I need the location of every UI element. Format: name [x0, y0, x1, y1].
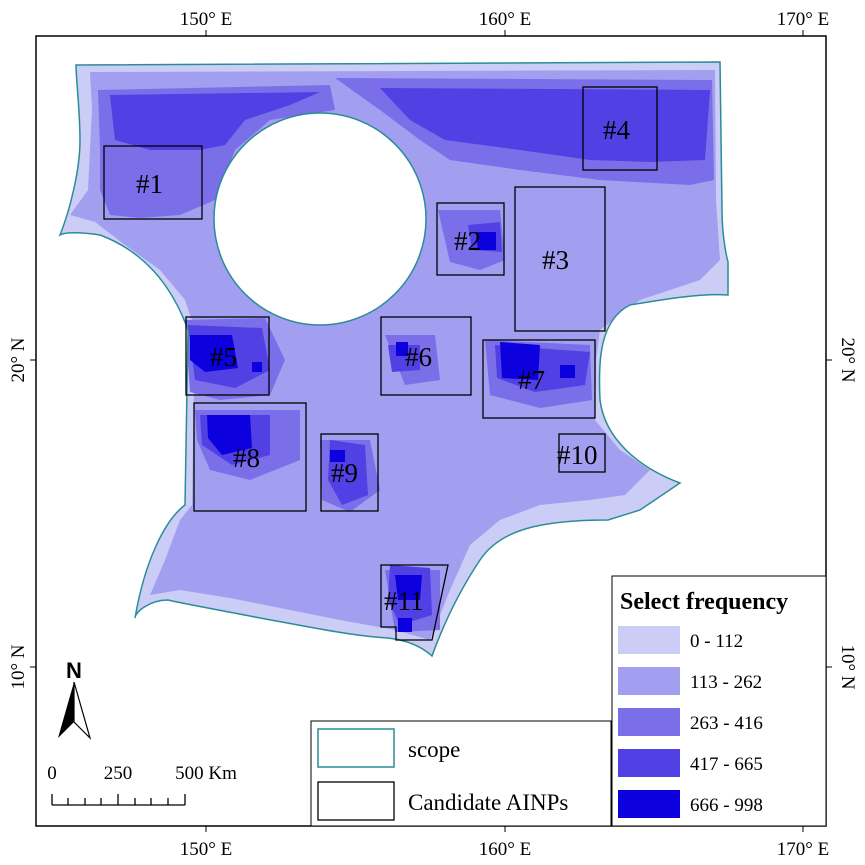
candidate-label-3: #3 [542, 245, 569, 275]
left-label-20n: 20° N [8, 337, 29, 382]
scope-outline [58, 61, 729, 658]
scale-label-250: 250 [104, 763, 133, 784]
legend-swatch-3 [618, 749, 680, 777]
frequency-legend-title: Select frequency [620, 589, 788, 615]
bottom-label-150e: 150° E [180, 839, 232, 860]
frequency-legend: Select frequency 0 - 112 113 - 262 263 - 4… [611, 575, 827, 827]
candidate-label-1: #1 [136, 169, 163, 199]
candidate-label-8: #8 [233, 443, 260, 473]
top-label-160e: 160° E [479, 9, 531, 30]
legend-label-3: 417 - 665 [690, 754, 763, 775]
candidate-label-7: #7 [518, 365, 545, 395]
candidate-labels: #1 #2 #3 #4 #5 #6 #7 #8 #9 #10 #11 [136, 115, 631, 616]
bottom-label-170e: 170° E [777, 839, 829, 860]
ainp-legend-swatch [317, 781, 395, 821]
scale-label-500: 500 Km [175, 763, 237, 784]
left-label-10n: 10° N [8, 644, 29, 689]
candidate-box-10 [558, 433, 606, 473]
legend-label-1: 113 - 262 [690, 672, 762, 693]
graticule-ticks [30, 30, 832, 832]
scope-hole-outline [213, 112, 427, 326]
legend-swatch-2 [618, 708, 680, 736]
candidate-label-4: #4 [603, 115, 631, 145]
ainp-legend-label: Candidate AINPs [408, 790, 568, 815]
candidate-box-5 [185, 316, 270, 396]
legend-swatch-1 [618, 667, 680, 695]
candidate-box-3 [514, 186, 606, 332]
north-arrow-icon [58, 682, 74, 738]
right-label-10n: 10° N [837, 644, 858, 689]
right-label-20n: 20° N [837, 337, 858, 382]
legend-swatch-0 [618, 626, 680, 654]
candidate-label-9: #9 [331, 458, 358, 488]
candidate-box-7 [482, 339, 596, 419]
candidate-box-2 [436, 202, 505, 276]
candidate-box-11 [380, 564, 449, 641]
scope-legend-swatch [317, 728, 395, 768]
north-arrow: N [58, 658, 92, 741]
candidate-label-6: #6 [405, 342, 432, 372]
raster-class-417-665 [110, 88, 710, 625]
candidate-box-6 [380, 316, 472, 396]
scope-legend-label: scope [408, 737, 460, 762]
scale-label-0: 0 [47, 763, 57, 784]
scale-bar: 0 250 500 Km [47, 763, 237, 806]
bottom-label-160e: 160° E [479, 839, 531, 860]
legend-label-2: 263 - 416 [690, 713, 763, 734]
candidate-boxes [103, 86, 658, 641]
candidate-label-11: #11 [384, 586, 424, 616]
top-label-150e: 150° E [180, 9, 232, 30]
candidate-label-5: #5 [210, 342, 237, 372]
frequency-legend-frame [611, 575, 827, 827]
north-arrow-label: N [66, 658, 82, 683]
boundary-legend: scope Candidate AINPs [310, 720, 612, 827]
candidate-box-9 [320, 433, 379, 512]
legend-label-0: 0 - 112 [690, 631, 743, 652]
legend-label-4: 666 - 998 [690, 795, 763, 816]
candidate-box-8 [193, 402, 307, 512]
candidate-label-2: #2 [454, 226, 481, 256]
candidate-box-4 [582, 86, 658, 171]
candidate-label-10: #10 [557, 440, 598, 470]
axis-labels: 150° E 160° E 170° E 150° E 160° E 170° … [8, 9, 858, 860]
legend-swatch-4 [618, 790, 680, 818]
top-label-170e: 170° E [777, 9, 829, 30]
candidate-box-1 [103, 145, 203, 220]
